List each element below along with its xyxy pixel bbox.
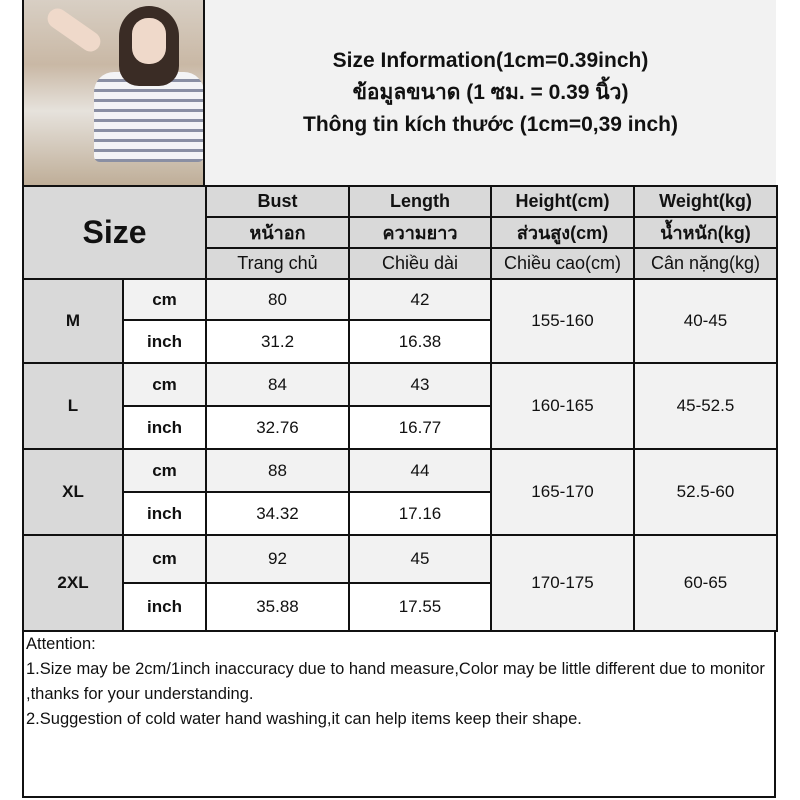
length-cm: 44 xyxy=(348,448,492,493)
header-height-thai: ส่วนสูง(cm) xyxy=(490,216,635,249)
length-inch: 17.16 xyxy=(348,491,492,536)
header-bust-vietnamese: Trang chủ xyxy=(205,247,350,280)
size-row-cm: XL cm 88 44 165-170 52.5-60 xyxy=(22,448,778,536)
size-row-inch: inch 34.32 17.16 xyxy=(23,491,777,536)
header-bust: Bust xyxy=(205,185,350,218)
unit-cm: cm xyxy=(122,362,207,407)
length-cm: 45 xyxy=(348,534,492,584)
unit-inch: inch xyxy=(122,319,207,364)
attention-note-1: 1.Size may be 2cm/1inch inaccuracy due t… xyxy=(26,660,770,703)
unit-inch: inch xyxy=(122,491,207,536)
weight-range: 45-52.5 xyxy=(633,362,778,450)
size-table: Size Bust Length Height(cm) Weight(kg) ห… xyxy=(22,185,778,632)
size-label: XL xyxy=(22,448,124,536)
bust-cm: 92 xyxy=(205,534,350,584)
bust-inch: 34.32 xyxy=(205,491,350,536)
height-range: 160-165 xyxy=(490,362,635,450)
header-height: Height(cm) xyxy=(490,185,635,218)
unit-inch: inch xyxy=(122,405,207,450)
bust-inch: 31.2 xyxy=(205,319,350,364)
unit-cm: cm xyxy=(122,448,207,493)
size-label: 2XL xyxy=(22,534,124,632)
attention-note-2: 2.Suggestion of cold water hand washing,… xyxy=(26,710,582,728)
title-thai: ข้อมูลขนาด (1 ซม. = 0.39 นิ้ว) xyxy=(352,80,629,104)
length-cm: 42 xyxy=(348,278,492,321)
weight-range: 60-65 xyxy=(633,534,778,632)
size-row-inch: inch 35.88 17.55 xyxy=(23,582,777,632)
bust-cm: 84 xyxy=(205,362,350,407)
weight-range: 40-45 xyxy=(633,278,778,364)
header-height-vietnamese: Chiều cao(cm) xyxy=(490,247,635,280)
height-range: 170-175 xyxy=(490,534,635,632)
height-range: 155-160 xyxy=(490,278,635,364)
header-bust-thai: หน้าอก xyxy=(205,216,350,249)
bust-cm: 80 xyxy=(205,278,350,321)
title-vietnamese: Thông tin kích thước (1cm=0,39 inch) xyxy=(303,112,678,136)
weight-range: 52.5-60 xyxy=(633,448,778,536)
size-row-inch: inch 32.76 16.77 xyxy=(23,405,777,450)
header-length-vietnamese: Chiều dài xyxy=(348,247,492,280)
title-english: Size Information(1cm=0.39inch) xyxy=(332,48,649,72)
size-information-title: Size Information(1cm=0.39inch) ข้อมูลขนา… xyxy=(205,0,776,185)
unit-cm: cm xyxy=(122,534,207,584)
size-label: L xyxy=(22,362,124,450)
length-inch: 16.77 xyxy=(348,405,492,450)
height-range: 165-170 xyxy=(490,448,635,536)
size-row-inch: inch 31.2 16.38 xyxy=(23,319,777,364)
header-weight: Weight(kg) xyxy=(633,185,778,218)
unit-inch: inch xyxy=(122,582,207,632)
bust-inch: 35.88 xyxy=(205,582,350,632)
header-weight-thai: น้ำหนัก(kg) xyxy=(633,216,778,249)
length-inch: 17.55 xyxy=(348,582,492,632)
length-inch: 16.38 xyxy=(348,319,492,364)
size-label: M xyxy=(22,278,124,364)
header-length: Length xyxy=(348,185,492,218)
unit-cm: cm xyxy=(122,278,207,321)
bust-inch: 32.76 xyxy=(205,405,350,450)
bust-cm: 88 xyxy=(205,448,350,493)
size-row-cm: 2XL cm 92 45 170-175 60-65 xyxy=(22,534,778,632)
length-cm: 43 xyxy=(348,362,492,407)
attention-heading: Attention: xyxy=(26,635,96,653)
header-weight-vietnamese: Cân nặng(kg) xyxy=(633,247,778,280)
header-length-thai: ความยาว xyxy=(348,216,492,249)
attention-notes: Attention: 1.Size may be 2cm/1inch inacc… xyxy=(26,632,774,732)
size-header: Size xyxy=(22,185,207,280)
product-photo xyxy=(24,0,205,185)
